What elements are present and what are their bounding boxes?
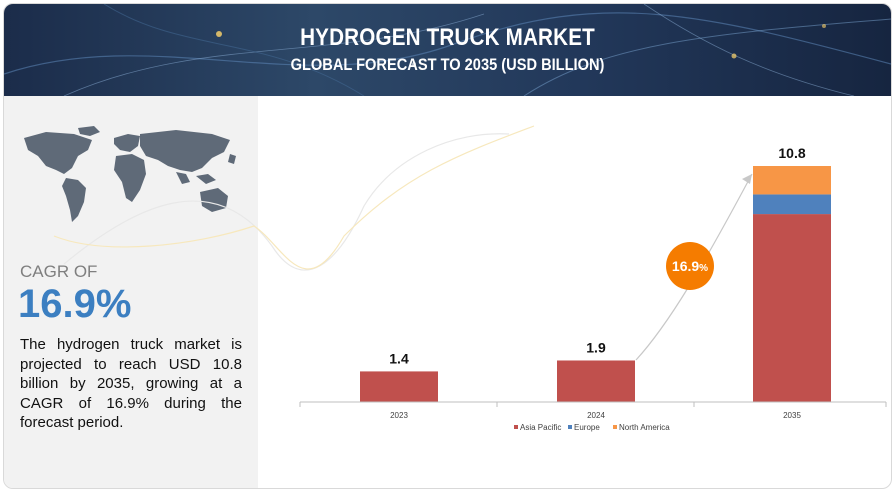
bar-2024-asia-pacific xyxy=(557,360,635,402)
cagr-value: 16.9% xyxy=(18,282,132,326)
legend-label-0: Asia Pacific xyxy=(520,423,561,432)
legend-swatch-1 xyxy=(568,425,572,429)
x-tick-2023: 2023 xyxy=(390,411,408,420)
light-streaks-decoration xyxy=(4,4,891,96)
bar-2035-asia-pacific xyxy=(753,214,831,402)
total-label-2024: 1.9 xyxy=(586,339,606,355)
chart-title: HYDROGEN TRUCK MARKET xyxy=(300,24,595,51)
stacked-bar-chart: 1.4 2023 1.9 2024 10.8 2035 16.9% Asia Pacific E… xyxy=(299,145,887,432)
legend-swatch-0 xyxy=(514,425,518,429)
market-description: The hydrogen truck market is projected t… xyxy=(20,336,242,431)
bar-2035-europe xyxy=(753,194,831,215)
bar-2023-asia-pacific xyxy=(360,371,438,402)
total-label-2023: 1.4 xyxy=(389,350,409,366)
total-label-2035: 10.8 xyxy=(778,145,805,161)
decorative-waves xyxy=(53,125,535,271)
x-tick-2035: 2035 xyxy=(783,411,801,420)
cagr-label: CAGR OF xyxy=(20,262,98,281)
chart-subtitle: GLOBAL FORECAST TO 2035 (USD BILLION) xyxy=(290,55,605,74)
cagr-badge xyxy=(666,242,714,290)
infographic-frame: HYDROGEN TRUCK MARKET GLOBAL FORECAST TO… xyxy=(3,3,892,489)
legend-label-1: Europe xyxy=(574,423,600,432)
world-map-icon xyxy=(24,126,236,222)
legend-swatch-2 xyxy=(613,425,617,429)
legend-label-2: North America xyxy=(619,423,670,432)
cagr-arrow-head xyxy=(742,174,752,184)
header-banner: HYDROGEN TRUCK MARKET GLOBAL FORECAST TO… xyxy=(4,4,891,96)
cagr-badge-text: 16.9% xyxy=(672,258,708,274)
x-tick-2024: 2024 xyxy=(587,411,605,420)
bar-2035-north-america xyxy=(753,166,831,195)
